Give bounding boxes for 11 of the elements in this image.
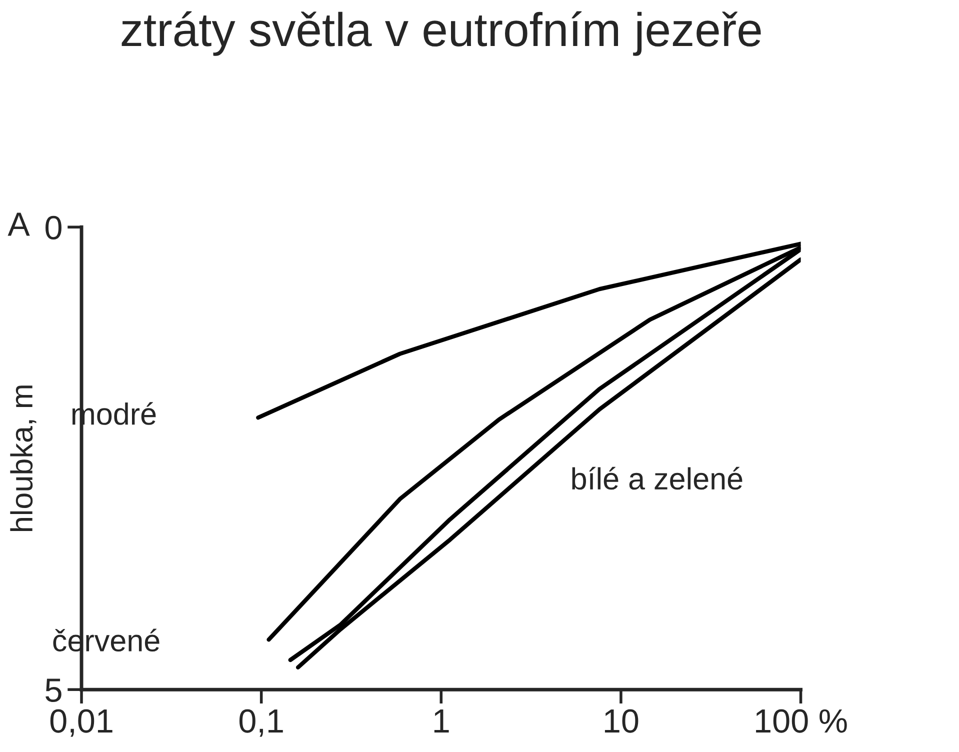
annotation: bílé a zelené — [572, 466, 742, 490]
y-axis-title: hloubka, m — [10, 386, 36, 531]
x-tick-label: 10 — [604, 709, 638, 733]
x-tick-label: 100 % — [756, 709, 847, 733]
x-tick-label: 1 — [434, 710, 449, 732]
y-tick-label: 0 — [46, 216, 62, 240]
x-tick-label: 0,1 — [239, 709, 283, 737]
text: A — [8, 212, 30, 236]
chart-title: ztráty světla v eutrofním jezeře — [122, 11, 761, 56]
y-tick-label: 5 — [46, 678, 62, 702]
x-tick-label: 0,01 — [50, 709, 112, 737]
